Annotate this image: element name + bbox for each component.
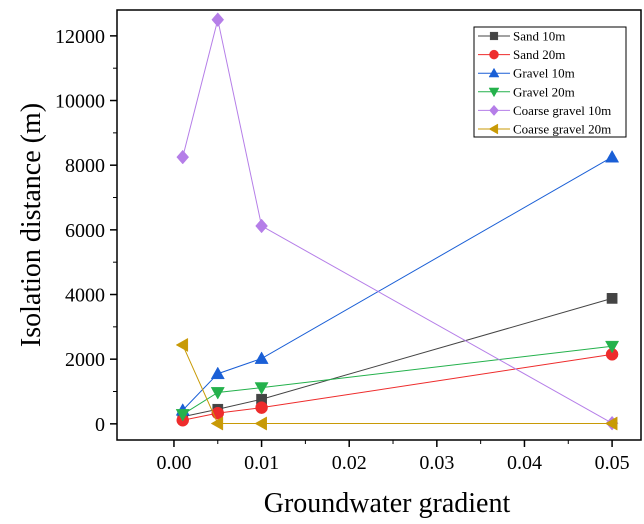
data-point-gravel-10m bbox=[254, 351, 269, 364]
y-tick-label: 12000 bbox=[55, 26, 105, 48]
x-axis-ticks: 0.00 0.01 0.02 0.03 0.04 0.05 bbox=[156, 440, 630, 474]
series-line-gravel-10m bbox=[182, 156, 613, 411]
legend-marker-sand-10m bbox=[489, 31, 499, 41]
x-tick-label: 0.05 bbox=[595, 452, 630, 474]
legend-marker-coarse-gravel-20m bbox=[488, 123, 499, 135]
data-point-coarse-gravel-20m bbox=[210, 416, 224, 431]
x-tick-label: 0.02 bbox=[332, 452, 367, 474]
data-point-gravel-20m bbox=[210, 387, 225, 400]
series-line-sand-10m bbox=[182, 297, 613, 418]
legend-label-coarse-gravel-20m: Coarse gravel 20m bbox=[513, 122, 611, 137]
legend-marker-gravel-10m bbox=[488, 67, 500, 78]
data-point-coarse-gravel-20m bbox=[254, 416, 267, 431]
data-point-coarse-gravel-10m bbox=[211, 12, 225, 27]
y-tick-label: 8000 bbox=[65, 155, 105, 177]
data-point-coarse-gravel-10m bbox=[176, 149, 190, 165]
series-line-coarse-gravel-20m bbox=[182, 344, 613, 425]
legend-label-gravel-10m: Gravel 10m bbox=[513, 66, 575, 81]
x-tick-label: 0.04 bbox=[507, 452, 542, 474]
y-axis-title: Isolation distance (m) bbox=[16, 103, 47, 347]
legend-label-gravel-20m: Gravel 20m bbox=[513, 84, 575, 99]
plot-area-frame bbox=[116, 9, 642, 441]
series-sand-20m bbox=[176, 348, 619, 427]
data-point-sand-20m bbox=[255, 401, 268, 414]
series-gravel-10m bbox=[175, 149, 620, 416]
y-tick-label: 10000 bbox=[55, 91, 105, 113]
series-coarse-gravel-20m bbox=[175, 337, 618, 431]
data-point-gravel-20m bbox=[254, 382, 269, 395]
series-line-gravel-20m bbox=[182, 345, 613, 415]
x-tick-label: 0.01 bbox=[244, 452, 279, 474]
legend-marker-gravel-20m bbox=[488, 87, 500, 98]
legend: Sand 10m Sand 20m Gravel 10m Gravel 20m Coar… bbox=[473, 26, 627, 138]
x-tick-label: 0.00 bbox=[156, 452, 191, 474]
data-point-coarse-gravel-20m bbox=[175, 337, 189, 352]
data-point-gravel-10m bbox=[210, 366, 225, 380]
legend-label-sand-20m: Sand 20m bbox=[513, 47, 565, 62]
data-point-gravel-10m bbox=[605, 149, 620, 163]
series-gravel-20m bbox=[175, 340, 620, 422]
series-layer bbox=[175, 12, 620, 431]
y-tick-label: 2000 bbox=[65, 349, 105, 371]
legend-marker-coarse-gravel-10m bbox=[489, 104, 499, 116]
data-point-coarse-gravel-20m bbox=[604, 416, 618, 431]
legend-marker-sand-20m bbox=[489, 49, 499, 60]
legend-box bbox=[473, 26, 627, 138]
data-point-sand-10m bbox=[606, 293, 618, 304]
y-tick-label: 0 bbox=[95, 414, 105, 436]
y-axis-ticks: 0 2000 4000 6000 8000 10000 12000 bbox=[55, 26, 117, 436]
data-point-coarse-gravel-10m bbox=[255, 218, 268, 234]
y-tick-label: 4000 bbox=[65, 285, 105, 307]
data-point-gravel-20m bbox=[175, 409, 190, 422]
y-tick-label: 6000 bbox=[65, 220, 105, 242]
data-point-gravel-20m bbox=[605, 340, 620, 354]
series-line-sand-20m bbox=[182, 353, 613, 421]
x-tick-label: 0.03 bbox=[419, 452, 454, 474]
legend-label-sand-10m: Sand 10m bbox=[513, 29, 565, 44]
x-axis-title: Groundwater gradient bbox=[264, 488, 511, 519]
series-line-coarse-gravel-10m bbox=[182, 19, 613, 424]
series-sand-10m bbox=[177, 293, 618, 423]
legend-label-coarse-gravel-10m: Coarse gravel 10m bbox=[513, 103, 611, 118]
